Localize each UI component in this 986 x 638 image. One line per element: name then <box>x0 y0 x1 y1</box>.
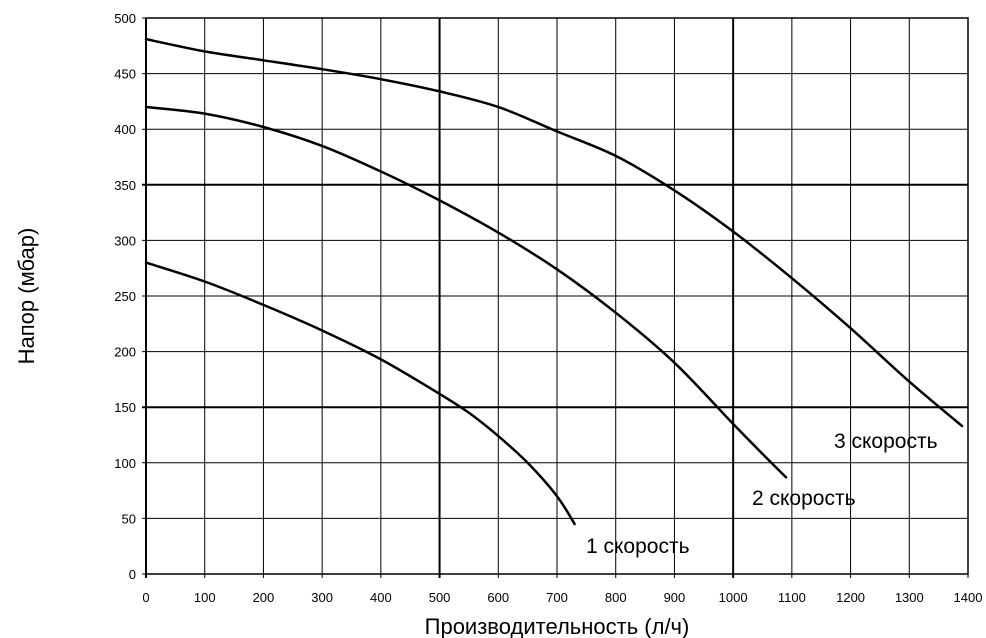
y-tick-label: 300 <box>114 233 136 248</box>
x-tick-label: 800 <box>605 590 627 605</box>
y-tick-label: 500 <box>114 11 136 26</box>
series-line-1 <box>144 261 576 526</box>
y-tick-label: 400 <box>114 122 136 137</box>
x-tick-label: 900 <box>664 590 686 605</box>
series-labels: 1 скорость 2 скорость 3 скорость <box>586 430 938 558</box>
y-tick-label: 450 <box>114 67 136 82</box>
x-tick-label: 100 <box>194 590 216 605</box>
y-tick-label: 350 <box>114 178 136 193</box>
x-tick-label: 700 <box>546 590 568 605</box>
x-axis-label: Производительность (л/ч) <box>425 614 690 638</box>
y-tick-label: 150 <box>114 400 136 415</box>
series-label-3: 3 скорость <box>834 430 938 453</box>
series-label-2: 2 скорость <box>752 487 856 510</box>
series-line-2 <box>144 105 788 479</box>
series-line-3 <box>144 37 964 428</box>
x-tick-label: 300 <box>311 590 333 605</box>
x-tick-label: 1000 <box>719 590 748 605</box>
plot-frame <box>145 17 969 575</box>
x-tick-label: 400 <box>370 590 392 605</box>
x-tick-label: 1100 <box>778 590 806 605</box>
x-tick-label: 500 <box>429 590 451 605</box>
x-tick-label: 600 <box>487 590 509 605</box>
x-tick-label: 1300 <box>895 590 924 605</box>
series-label-1: 1 скорость <box>586 535 690 558</box>
y-axis-label: Напор (мбар) <box>14 228 39 365</box>
x-tick-label: 1200 <box>836 590 865 605</box>
series-lines <box>144 37 964 526</box>
x-tick-label: 200 <box>253 590 275 605</box>
y-tick-label: 100 <box>114 456 136 471</box>
y-tick-label: 200 <box>114 345 136 360</box>
x-tick-label: 0 <box>142 590 149 605</box>
y-tick-label: 250 <box>114 289 136 304</box>
y-tick-label: 0 <box>129 567 136 582</box>
x-tick-label: 1400 <box>954 590 983 605</box>
tick-labels: 0 100 200 300 400 500 600 700 800 900 1000 1100 1200… <box>114 11 982 605</box>
y-tick-label: 50 <box>122 511 136 526</box>
